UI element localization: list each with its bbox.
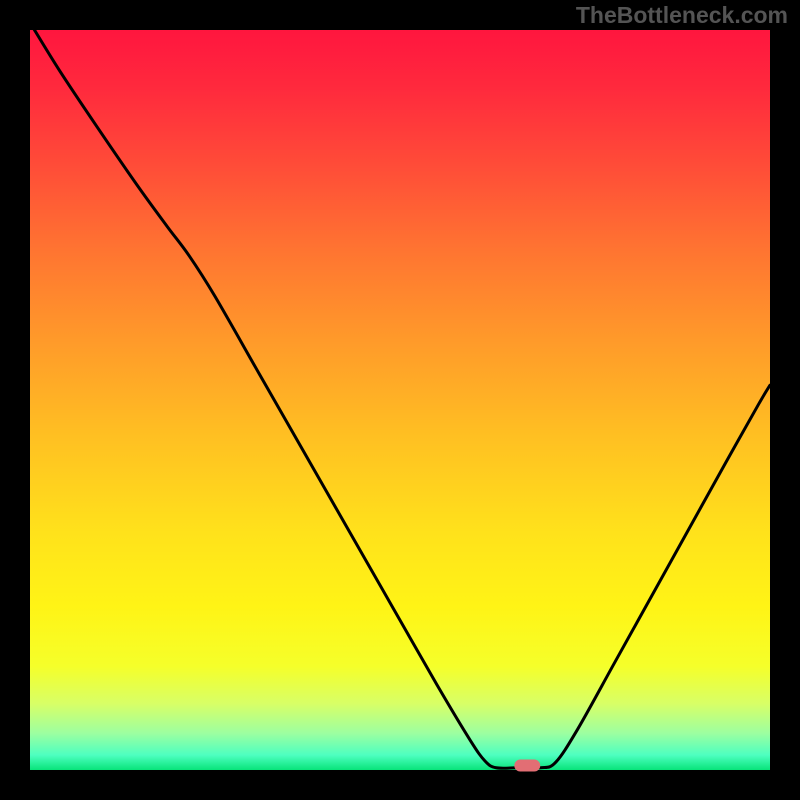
optimal-marker [514,760,540,772]
plot-area [30,30,770,770]
watermark-text: TheBottleneck.com [576,2,788,29]
chart-container: TheBottleneck.com [0,0,800,800]
bottleneck-chart [0,0,800,800]
